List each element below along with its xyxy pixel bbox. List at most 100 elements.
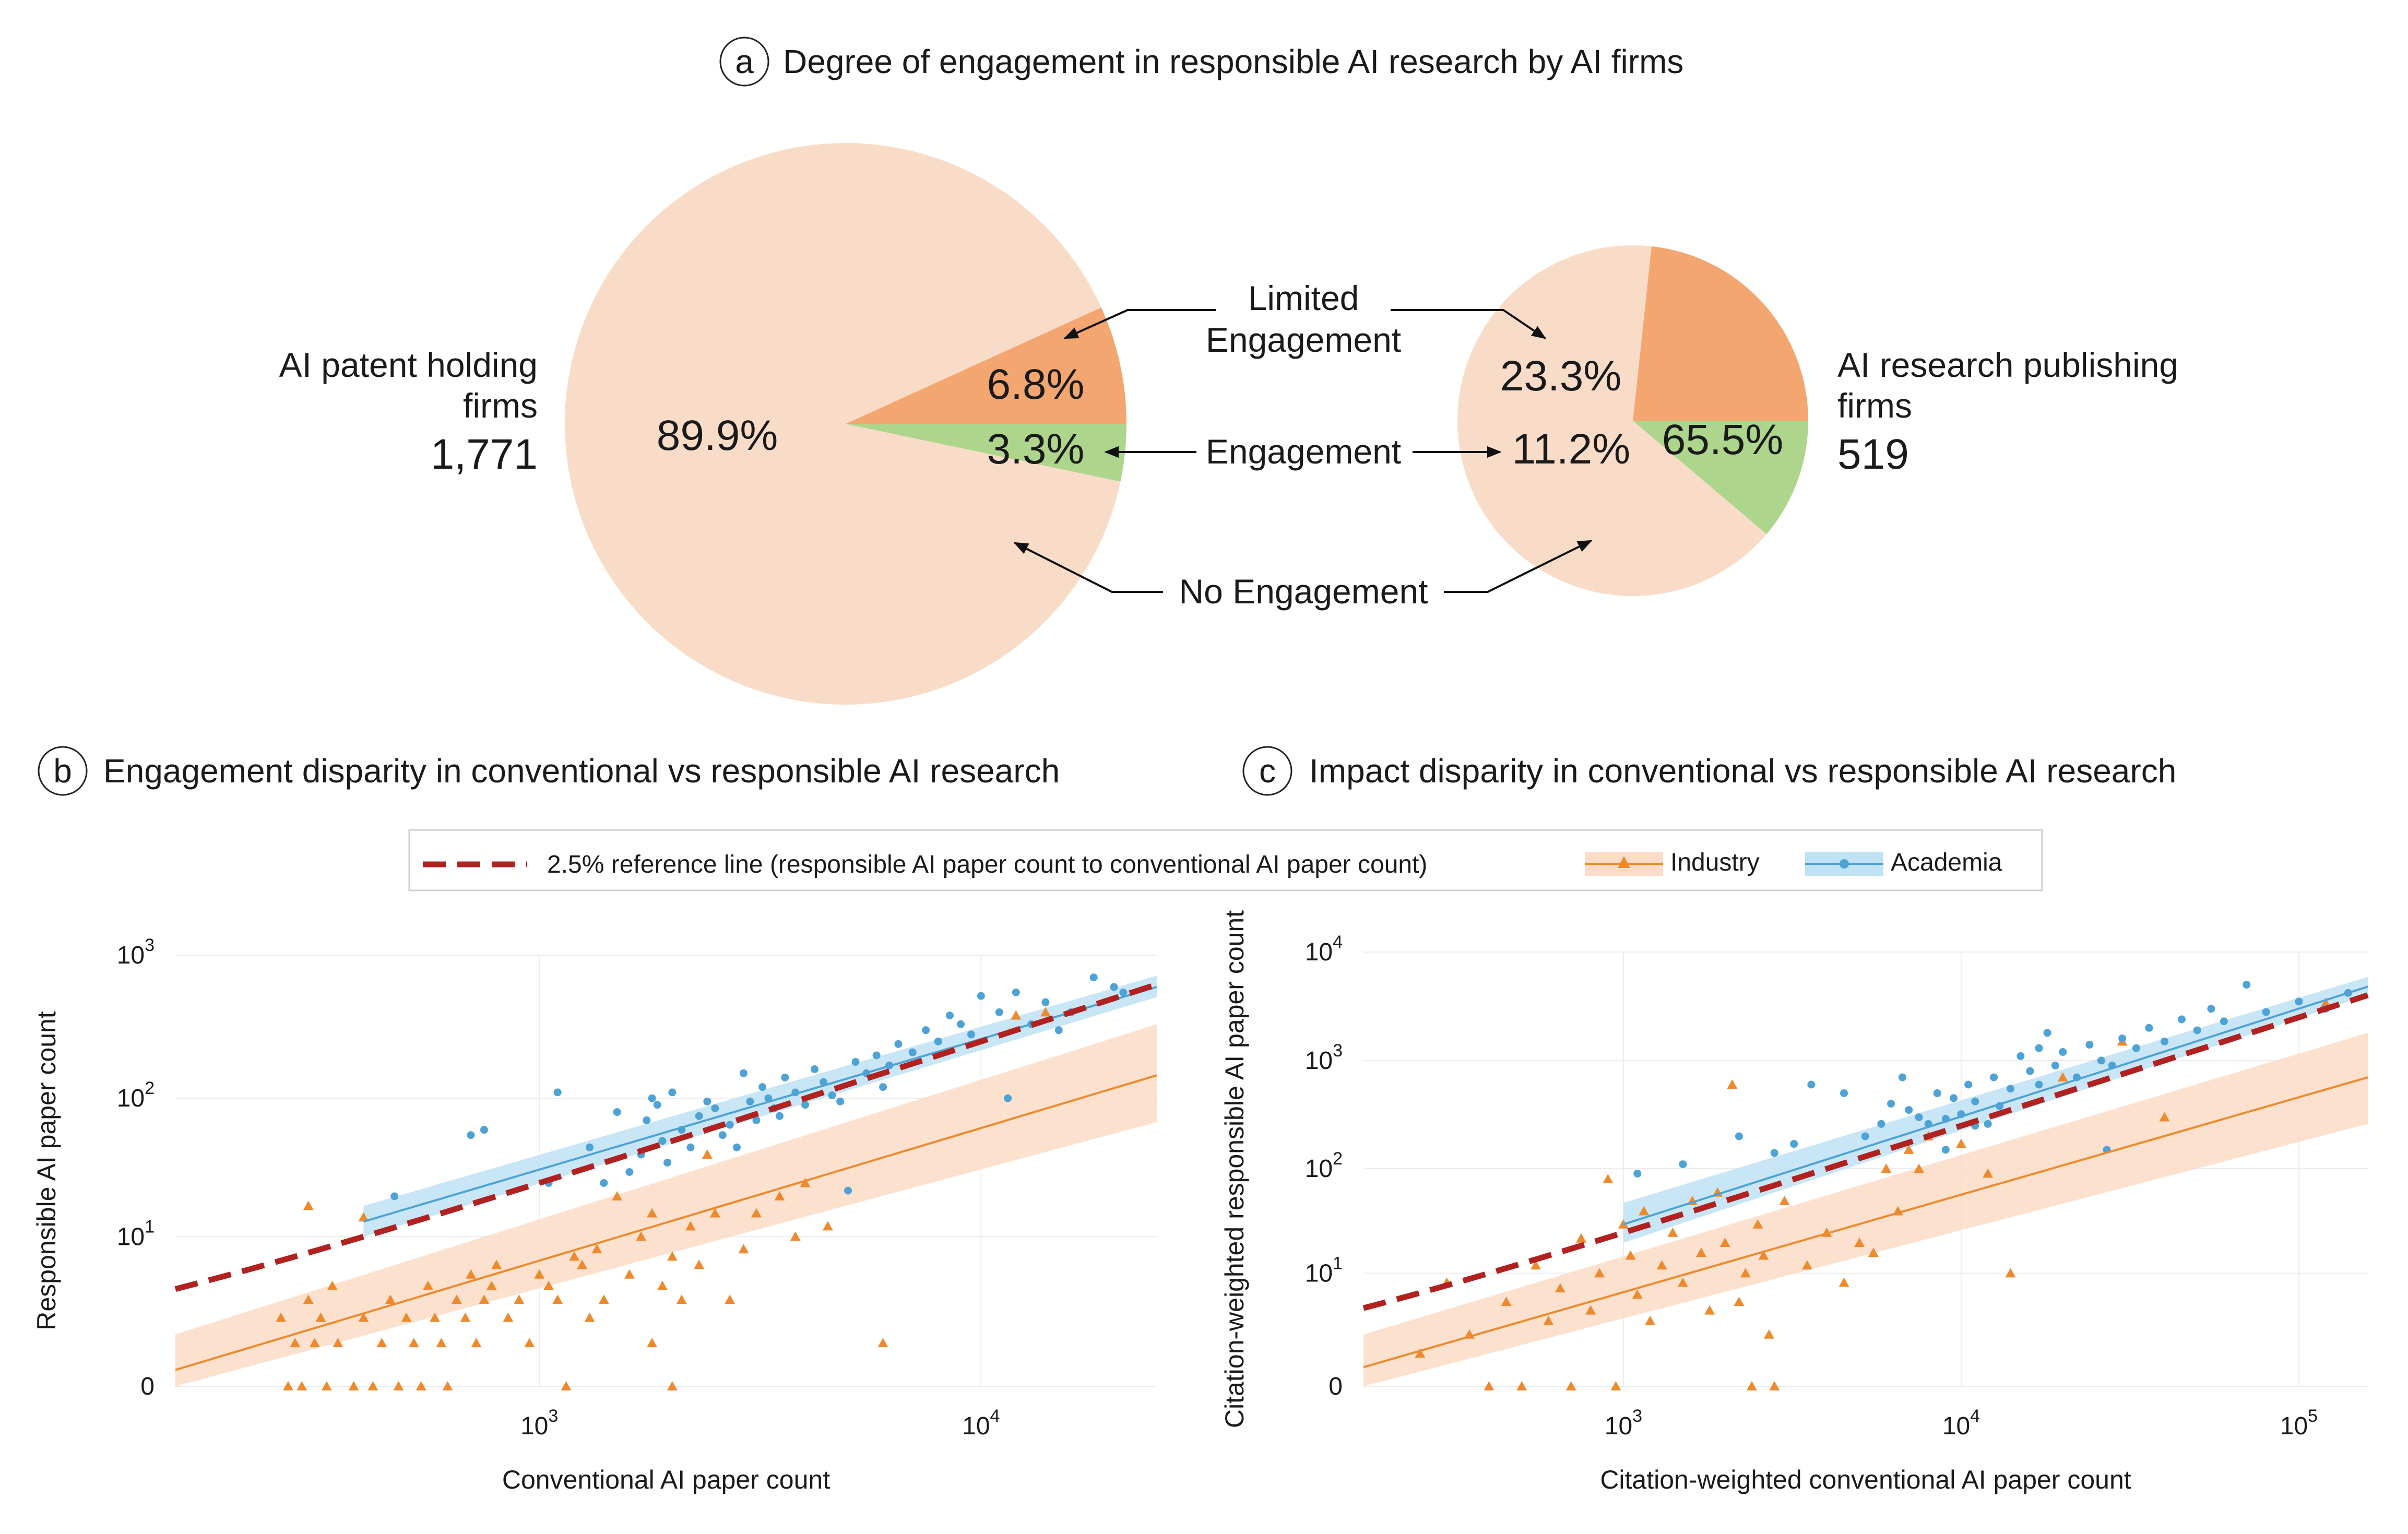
x-tick-label-0: 103 [1605,1406,1642,1440]
legend-industry-label: Industry [1670,849,1760,876]
academia-point-17 [686,1143,695,1151]
academia-point-1 [1679,1160,1687,1169]
academia-point-14 [1933,1089,1941,1097]
academia-point-29 [2059,1048,2067,1056]
industry-point-60 [303,1200,314,1210]
pie-left-label-line2: firms [463,386,538,425]
industry-point-62 [667,1251,678,1261]
academia-point-48 [946,1011,954,1019]
industry-point-31 [1746,1381,1757,1390]
pie-label-no-engagement: 65.5% [1662,416,1784,463]
academia-point-13 [658,1137,667,1145]
pie-chart-left: 89.9% 6.8% 3.3% [565,143,1126,705]
arrow-no-engagement-right [1444,540,1593,593]
academia-point-16 [1950,1094,1958,1102]
industry-point-10 [1576,1233,1587,1243]
academia-point-7 [1861,1132,1869,1140]
academia-point-41 [872,1051,881,1060]
industry-point-22 [1677,1277,1688,1287]
industry-point-18 [1639,1206,1650,1216]
academia-point-20 [711,1104,719,1112]
industry-point-8 [1555,1283,1565,1293]
industry-point-17 [1632,1289,1643,1299]
academia-point-27 [2043,1029,2051,1037]
y-tick-label-0: 0 [140,1373,155,1400]
y-tick-label-2: 102 [117,1078,155,1112]
academia-point-6 [600,1179,608,1187]
industry-point-41 [598,1294,609,1304]
industry-point-50 [2057,1072,2068,1082]
x-axis-label: Citation-weighted conventional AI paper … [1600,1465,2131,1494]
y-tick-label-4: 104 [1305,932,1343,966]
academia-point-11 [1905,1106,1913,1114]
industry-point-49 [2005,1268,2016,1278]
industry-point-9 [1565,1381,1576,1390]
academia-point-28 [2051,1061,2059,1069]
y-axis-label: Responsible AI paper count [32,1011,61,1330]
industry-point-33 [534,1269,545,1279]
industry-point-31 [514,1294,525,1304]
academia-point-37 [836,1097,845,1105]
pie-left-total: 1,771 [431,431,538,478]
industry-point-3 [296,1381,307,1390]
panel-c-circle [1242,746,1292,796]
academia-point-39 [2193,1026,2201,1034]
y-tick-exp-4: 4 [1333,932,1343,952]
industry-point-52 [709,1208,720,1218]
academia-point-1 [467,1131,475,1139]
y-tick-exp-2: 2 [1333,1149,1343,1169]
arrow-limited-left [1063,309,1216,339]
academia-point-34 [2118,1034,2127,1042]
academia-point-37 [2160,1037,2168,1045]
academia-point-8 [1877,1120,1885,1128]
industry-confidence-band [175,1024,1157,1386]
academia-point-59 [1089,973,1098,982]
industry-point-52 [2159,1112,2170,1122]
industry-point-3 [1484,1381,1494,1390]
scatter-chart-b: 103 104 0 101 102 103 Conventional AI paper co… [32,935,1158,1494]
industry-point-42 [1881,1163,1892,1173]
industry-point-42 [612,1191,623,1201]
industry-point-16 [1625,1250,1636,1260]
industry-point-45 [647,1208,658,1218]
pie-slice-no-engagement [565,143,1121,705]
academia-point-40 [2207,1005,2215,1013]
academia-point-39 [851,1057,860,1066]
pie-slice-engagement [846,424,1126,482]
academia-point-0 [1633,1170,1642,1178]
reference-line [1362,992,2369,1311]
annotation-no-engagement-label: No Engagement [1179,572,1428,611]
academia-point-38 [844,1186,852,1195]
academia-point-8 [625,1168,634,1176]
industry-point-13 [376,1338,387,1348]
legend-academia-marker [1840,859,1849,869]
industry-point-39 [1838,1277,1849,1287]
academia-point-45 [908,1048,917,1056]
y-tick-label-1: 101 [1305,1253,1343,1287]
academia-point-27 [758,1083,767,1091]
industry-point-19 [423,1280,434,1290]
industry-point-55 [751,1208,762,1218]
industry-point-1 [282,1381,293,1390]
industry-point-36 [1779,1195,1790,1205]
industry-point-38 [577,1259,588,1269]
legend-reference-label: 2.5% reference line (responsible AI pape… [547,851,1427,878]
academia-point-35 [2132,1044,2140,1052]
industry-point-7 [321,1381,332,1390]
annotation-limited: Limited Engagement [1063,279,1547,359]
academia-point-15 [668,1088,677,1097]
panel-b-letter: b [53,752,72,790]
academia-point-21 [1990,1073,1998,1081]
x-tick-label-0: 103 [520,1406,558,1440]
industry-point-2 [290,1338,301,1348]
industry-point-12 [1594,1268,1605,1278]
academia-point-19 [703,1097,711,1105]
academia-point-25 [746,1097,754,1105]
y-tick-exp-1: 1 [1333,1253,1343,1273]
industry-point-19 [1645,1315,1656,1325]
panel-b-title: Engagement disparity in conventional vs … [103,752,1060,790]
academia-point-47 [934,1037,942,1045]
academia-point-4 [553,1088,562,1097]
legend: 2.5% reference line (responsible AI pape… [408,829,2043,891]
arrow-limited-right [1391,309,1547,339]
